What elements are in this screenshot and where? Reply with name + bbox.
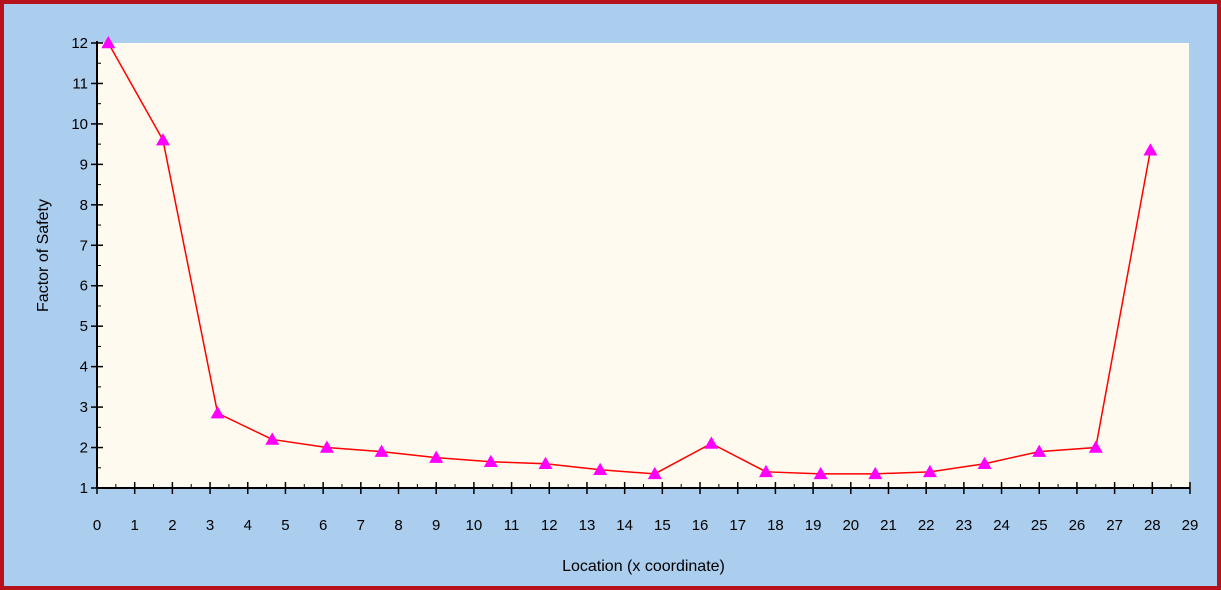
x-tick-label: 1 [131, 517, 139, 534]
x-tick-label: 25 [1031, 517, 1048, 534]
y-tick-label: 5 [80, 318, 88, 335]
plot-area [98, 43, 1189, 488]
x-tick-label: 27 [1106, 517, 1123, 534]
data-point-marker [704, 436, 719, 449]
y-tick-label: 1 [80, 480, 88, 497]
x-tick-label: 8 [394, 517, 402, 534]
data-point-marker [374, 444, 389, 457]
x-axis-ticks: 0 1 2 3 4 5 6 7 8 9 10 11 12 13 14 15 16 17 18 19 20 21 22 23 24… [93, 482, 1199, 534]
x-tick-label: 14 [616, 517, 633, 534]
x-tick-label: 23 [956, 517, 973, 534]
data-point-marker [813, 466, 828, 480]
y-tick-label: 6 [80, 278, 88, 295]
data-point-marker [758, 464, 773, 478]
y-tick-label: 10 [71, 116, 88, 133]
data-point-marker [647, 466, 662, 480]
x-tick-label: 5 [281, 517, 289, 534]
x-tick-label: 12 [541, 517, 558, 534]
x-tick-label: 24 [993, 517, 1010, 534]
data-point-marker [1088, 440, 1103, 453]
x-tick-label: 26 [1069, 517, 1086, 534]
data-point-marker [483, 454, 498, 467]
series-line [107, 42, 1152, 475]
y-tick-label: 11 [72, 75, 88, 92]
x-tick-label: 4 [244, 517, 252, 534]
y-tick-label: 2 [80, 440, 88, 457]
data-point-marker [1143, 143, 1158, 156]
x-tick-label: 28 [1144, 517, 1161, 534]
x-tick-label: 20 [842, 517, 859, 534]
data-point-marker [922, 464, 937, 478]
data-point-marker [868, 466, 883, 480]
data-point-marker [319, 440, 334, 453]
data-point-marker [977, 456, 992, 469]
x-tick-label: 16 [692, 517, 709, 534]
data-point-marker [155, 133, 170, 146]
data-point-marker [265, 432, 280, 445]
series-markers [101, 36, 1158, 480]
x-tick-label: 13 [579, 517, 596, 534]
x-tick-label: 2 [168, 517, 176, 534]
x-axis-title: Location (x coordinate) [562, 558, 725, 575]
y-tick-label: 12 [71, 35, 88, 52]
x-tick-label: 21 [880, 517, 897, 534]
x-tick-label: 0 [93, 517, 101, 534]
data-point-marker [538, 456, 553, 469]
y-axis-title: Factor of Safety [35, 199, 52, 312]
data-point-marker [1032, 444, 1047, 457]
x-tick-label: 15 [654, 517, 671, 534]
x-tick-label: 22 [918, 517, 935, 534]
x-tick-label: 11 [504, 517, 520, 534]
x-tick-label: 9 [432, 517, 440, 534]
x-tick-label: 18 [767, 517, 784, 534]
data-point-marker [429, 450, 444, 463]
data-point-marker [101, 36, 116, 49]
x-tick-label: 17 [729, 517, 746, 534]
x-tick-label: 10 [466, 517, 483, 534]
y-tick-label: 4 [80, 359, 88, 376]
y-tick-label: 9 [80, 156, 88, 173]
y-tick-label: 3 [80, 399, 88, 416]
x-tick-label: 29 [1182, 517, 1199, 534]
data-point-marker [593, 462, 608, 476]
x-tick-label: 3 [206, 517, 214, 534]
x-tick-label: 6 [319, 517, 327, 534]
y-tick-label: 7 [80, 237, 88, 254]
y-tick-label: 8 [80, 197, 88, 214]
x-tick-label: 19 [805, 517, 822, 534]
x-tick-label: 7 [357, 517, 365, 534]
data-point-marker [210, 406, 225, 419]
